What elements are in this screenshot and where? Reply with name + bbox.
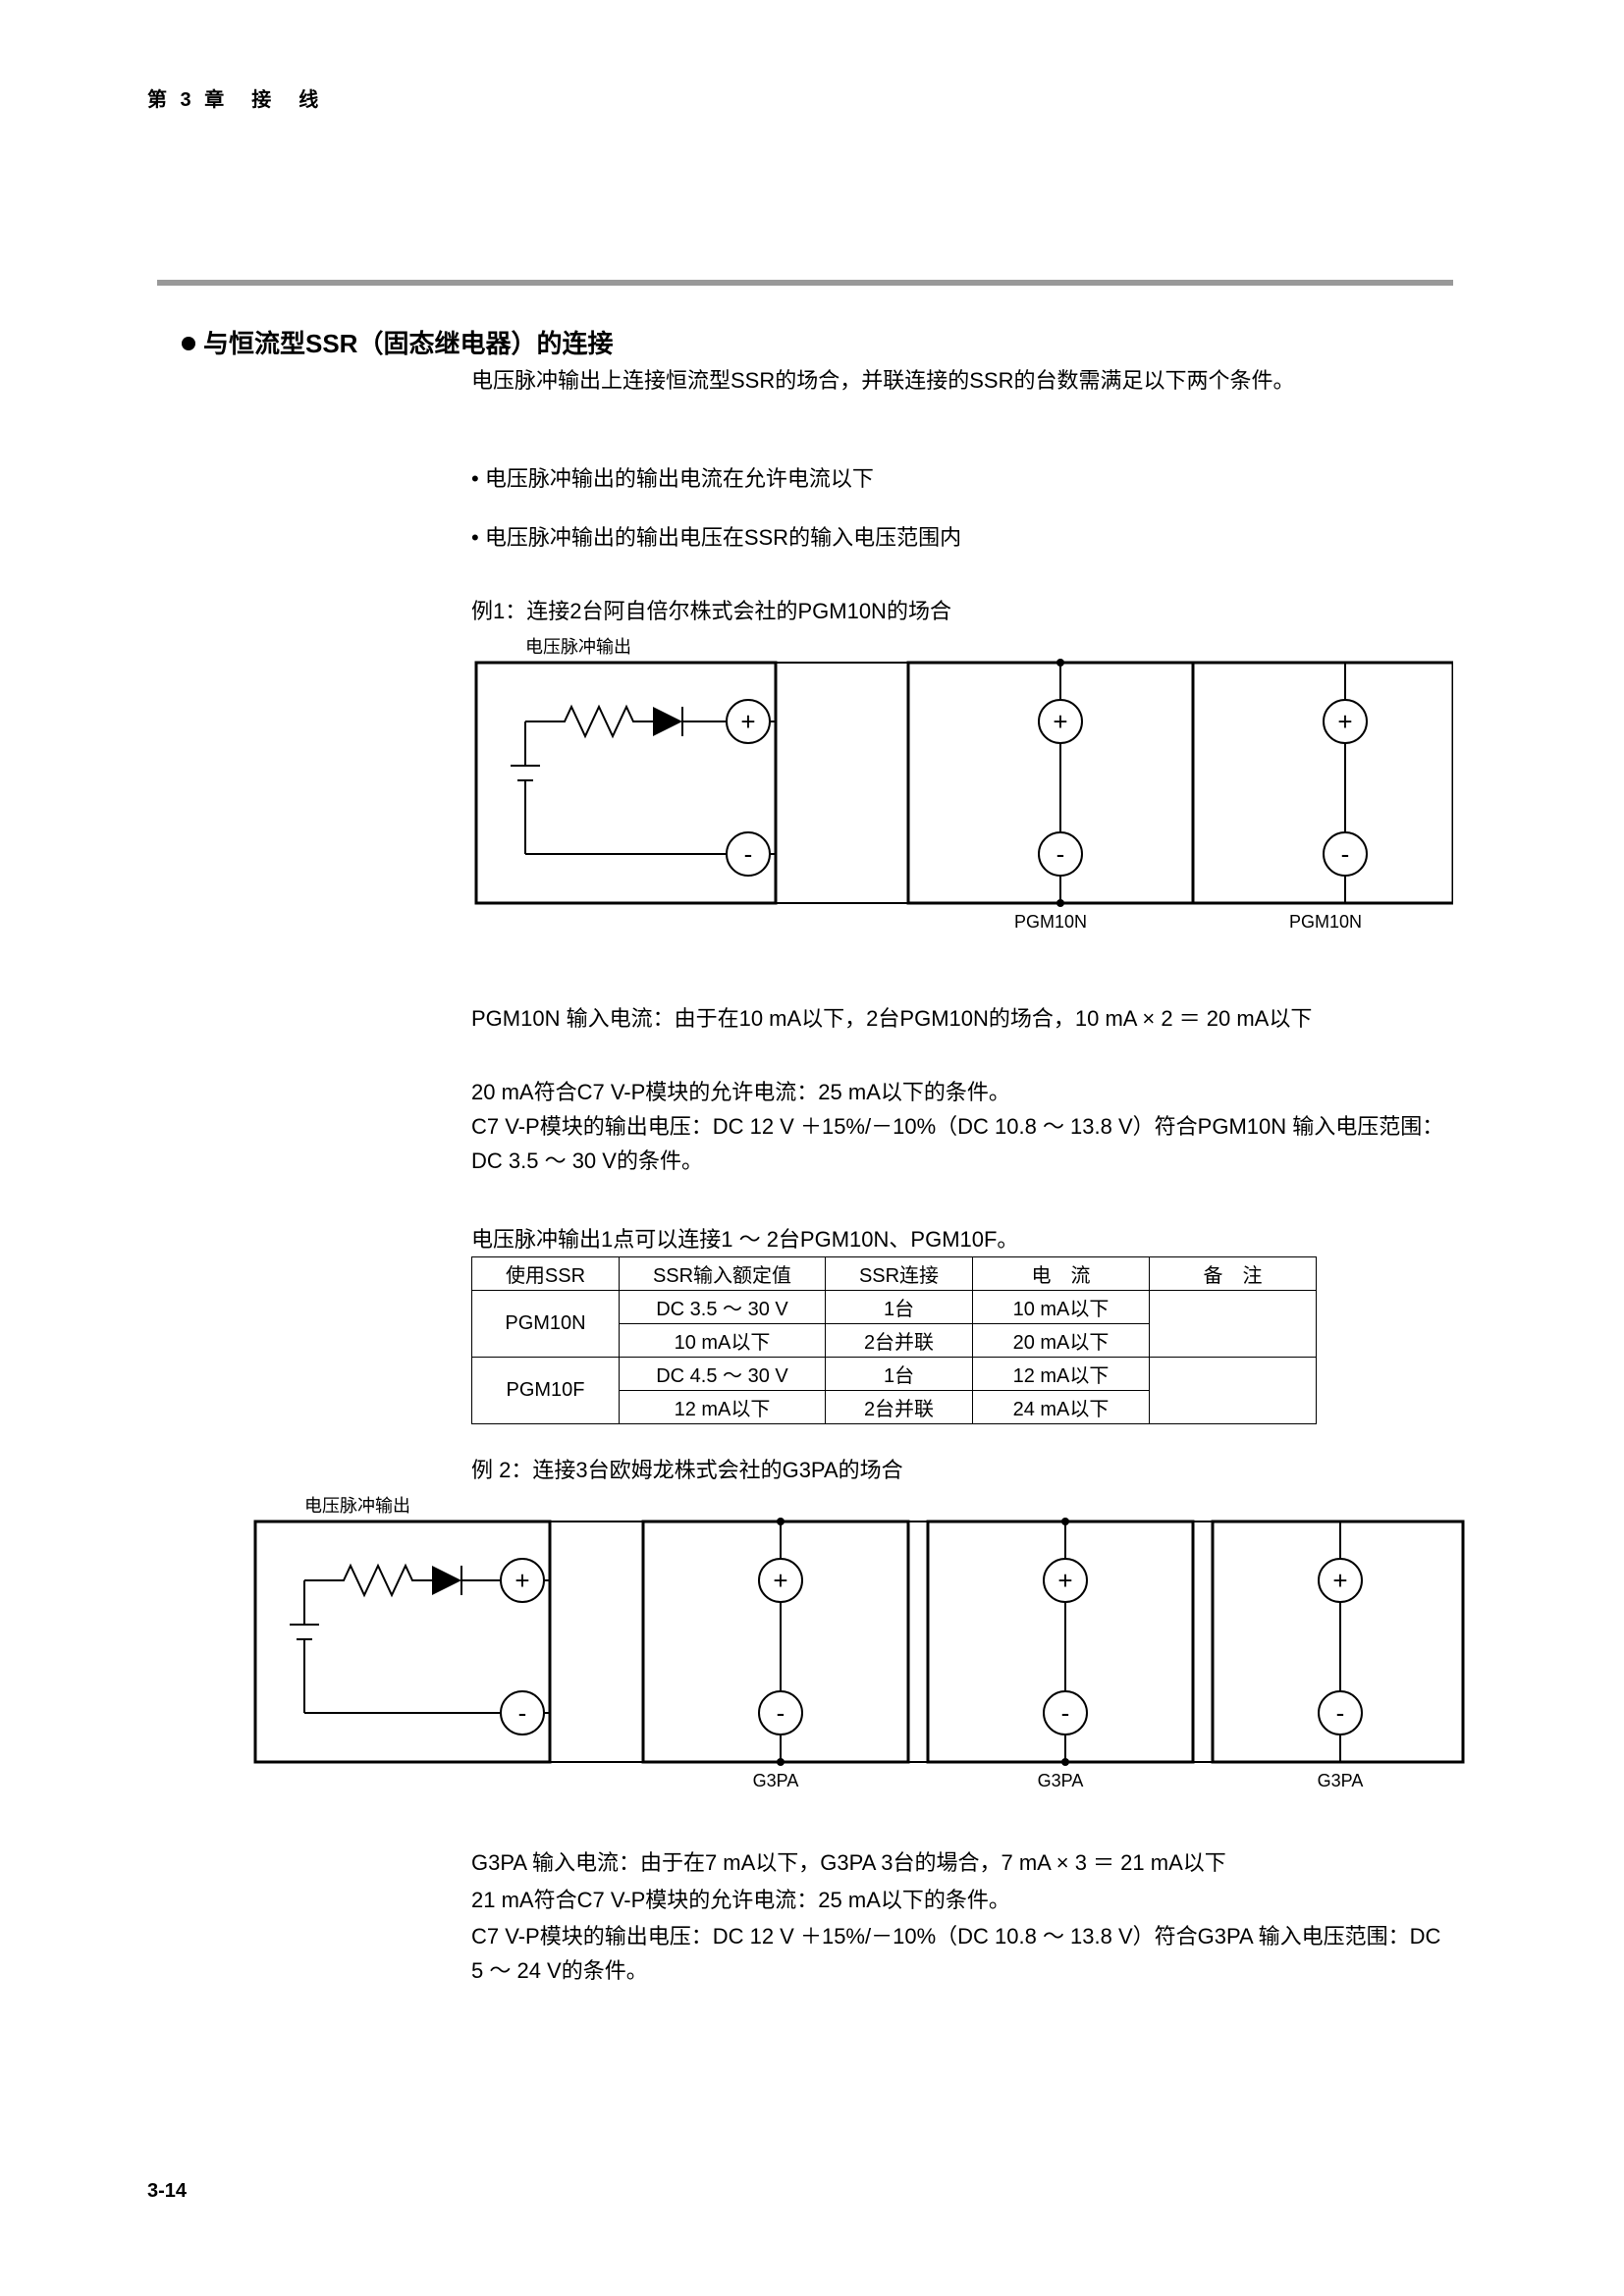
example2-para3: C7 V-P模块的输出电压：DC 12 V ＋15%/－10%（DC 10.8 … bbox=[471, 1919, 1453, 1988]
page-number: 3-14 bbox=[147, 2180, 187, 2203]
intro-bullet-2: 电压脉冲输出的输出电压在SSR的输入电压范围内 bbox=[471, 520, 1453, 552]
bullet-icon bbox=[182, 337, 195, 350]
svg-text:-: - bbox=[1341, 839, 1350, 869]
example1-para1: PGM10N 输入电流：由于在10 mA以下，2台PGM10N的场合，10 mA… bbox=[471, 1001, 1453, 1036]
svg-text:+: + bbox=[773, 1566, 787, 1595]
table-row: PGM10N DC 3.5 ～ 30 V 1台 10 mA以下 bbox=[472, 1291, 1317, 1324]
example1-ssr1-label: PGM10N bbox=[1014, 912, 1087, 932]
svg-text:+: + bbox=[514, 1566, 529, 1595]
section-heading-text: 与恒流型SSR（固态继电器）的连接 bbox=[203, 329, 613, 358]
svg-text:-: - bbox=[518, 1698, 527, 1728]
svg-text:+: + bbox=[1332, 1566, 1347, 1595]
section-rule bbox=[157, 280, 1453, 286]
col-current: 电 流 bbox=[973, 1257, 1150, 1291]
example1-output-label: 电压脉冲输出 bbox=[525, 633, 631, 659]
svg-text:G3PA: G3PA bbox=[753, 1771, 799, 1790]
example2-para1: G3PA 输入电流：由于在7 mA以下，G3PA 3台的場合，7 mA × 3 … bbox=[471, 1845, 1453, 1880]
svg-text:+: + bbox=[740, 707, 755, 736]
svg-text:-: - bbox=[744, 839, 753, 869]
col-conn: SSR连接 bbox=[826, 1257, 973, 1291]
svg-text:-: - bbox=[777, 1698, 785, 1728]
table1-intro: 电压脉冲输出1点可以连接1 ～ 2台PGM10N、PGM10F。 bbox=[471, 1222, 1453, 1256]
col-note: 备 注 bbox=[1150, 1257, 1317, 1291]
example2-diagram: + - + - G3PA + - G3PA bbox=[250, 1517, 1468, 1831]
example1-ssr2-label: PGM10N bbox=[1289, 912, 1362, 932]
ssr-table: 使用SSR SSR输入额定值 SSR连接 电 流 备 注 PGM10N DC 3… bbox=[471, 1256, 1317, 1424]
intro-bullet-1: 电压脉冲输出的输出电流在允许电流以下 bbox=[471, 461, 1453, 493]
example2-output-label: 电压脉冲输出 bbox=[304, 1492, 410, 1518]
section-heading: 与恒流型SSR（固态继电器）的连接 bbox=[182, 324, 613, 360]
svg-text:G3PA: G3PA bbox=[1038, 1771, 1084, 1790]
svg-text:+: + bbox=[1053, 707, 1067, 736]
chapter-header: 第 3 章 接 线 bbox=[147, 83, 322, 112]
example1-para3: C7 V-P模块的输出电压：DC 12 V ＋15%/－10%（DC 10.8 … bbox=[471, 1109, 1453, 1178]
svg-text:-: - bbox=[1061, 1698, 1070, 1728]
example1-para2: 20 mA符合C7 V-P模块的允许电流：25 mA以下的条件。 bbox=[471, 1075, 1453, 1109]
svg-text:-: - bbox=[1336, 1698, 1345, 1728]
intro-para: 电压脉冲输出上连接恒流型SSR的场合，并联连接的SSR的台数需满足以下两个条件。 bbox=[471, 363, 1453, 398]
svg-text:+: + bbox=[1337, 707, 1352, 736]
svg-text:+: + bbox=[1057, 1566, 1072, 1595]
example1-diagram: + - + - PGM10N + - PGM10N bbox=[471, 658, 1453, 972]
col-rating: SSR输入额定值 bbox=[620, 1257, 826, 1291]
example2-para2: 21 mA符合C7 V-P模块的允许电流：25 mA以下的条件。 bbox=[471, 1883, 1453, 1917]
example2-title: 例 2：连接3台欧姆龙株式会社的G3PA的场合 bbox=[471, 1453, 903, 1484]
example1-title: 例1：连接2台阿自倍尔株式会社的PGM10N的场合 bbox=[471, 594, 951, 625]
table-row: PGM10F DC 4.5 ～ 30 V 1台 12 mA以下 bbox=[472, 1358, 1317, 1391]
table-header-row: 使用SSR SSR输入额定值 SSR连接 电 流 备 注 bbox=[472, 1257, 1317, 1291]
col-ssr: 使用SSR bbox=[472, 1257, 620, 1291]
svg-text:G3PA: G3PA bbox=[1318, 1771, 1364, 1790]
svg-text:-: - bbox=[1056, 839, 1065, 869]
